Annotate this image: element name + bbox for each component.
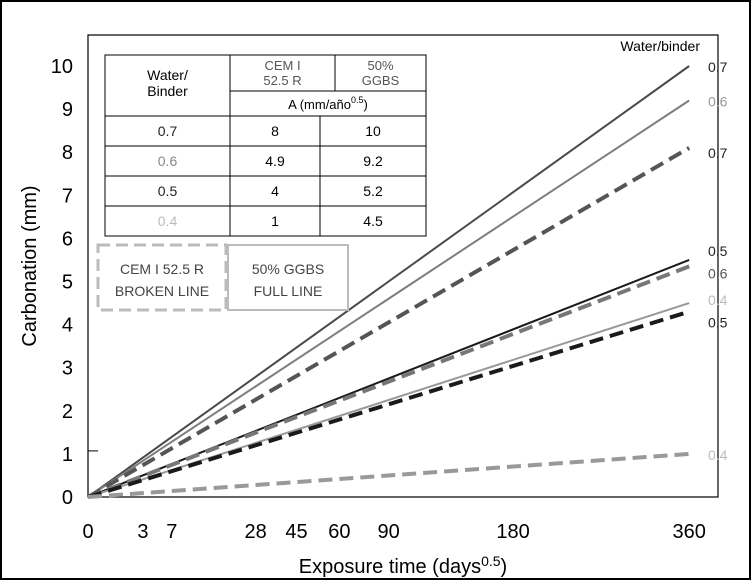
table-cell-ggbs: 5.2 — [363, 183, 383, 199]
y-tick-label: 2 — [62, 401, 73, 423]
series-line-cem-0-7 — [86, 146, 691, 499]
series-line-ggbs-0-7 — [87, 65, 690, 498]
table-header-cem: CEM I — [264, 58, 300, 73]
series-end-label: 0.4 — [708, 292, 728, 308]
series-end-label: 0.6 — [708, 93, 728, 109]
y-axis-label: Carbonation (mm) — [19, 185, 41, 346]
legend-full-line2: FULL LINE — [254, 283, 323, 299]
y-tick-label: 5 — [62, 272, 73, 294]
table-header-unit: A (mm/año0.5) — [288, 95, 368, 112]
table-cell-ggbs: 4.5 — [363, 213, 383, 229]
series-group — [86, 65, 691, 499]
series-line-ggbs-0-6 — [87, 99, 690, 498]
table-cell-cem: 8 — [271, 123, 279, 139]
x-tick-label: 360 — [672, 521, 705, 543]
y-tick-label: 8 — [62, 142, 73, 164]
y-tick-label: 3 — [62, 358, 73, 380]
line-style-legend: CEM I 52.5 R BROKEN LINE 50% GGBS FULL LINE — [96, 243, 349, 312]
series-end-label: 0.6 — [708, 265, 728, 281]
x-tick-label: 60 — [328, 521, 350, 543]
legend-full-box — [227, 244, 349, 311]
y-tick-label: 1 — [62, 444, 73, 466]
table-cell-cem: 4 — [271, 183, 279, 199]
x-tick-label: 3 — [137, 521, 148, 543]
series-end-label: 0.7 — [708, 59, 728, 75]
x-tick-label: 90 — [377, 521, 399, 543]
legend-dashed-line1: CEM I 52.5 R — [120, 261, 204, 277]
table-cell-wb: 0.5 — [158, 183, 178, 199]
series-end-label: 0.7 — [708, 145, 728, 161]
table-cell-cem: 1 — [271, 213, 279, 229]
end-labels-header: Water/binder — [620, 38, 700, 54]
y-tick-label: 7 — [62, 185, 73, 207]
y-tick-label: 4 — [62, 315, 73, 337]
table-header-wb: Water/ — [147, 67, 188, 83]
x-axis-label: Exposure time (days0.5) — [299, 553, 507, 578]
legend-dashed-line2: BROKEN LINE — [115, 283, 209, 299]
table-cell-wb: 0.6 — [158, 153, 178, 169]
table-cell-ggbs: 10 — [365, 123, 381, 139]
series-end-label: 0.5 — [708, 315, 728, 331]
x-tick-label: 28 — [245, 521, 267, 543]
y-tick-label: 9 — [62, 99, 73, 121]
table-cell-wb: 0.4 — [158, 213, 178, 229]
x-tick-label: 45 — [285, 521, 307, 543]
series-line-cem-0-4 — [87, 451, 690, 499]
inset-table: Water/Binder CEM I52.5 R 50%GGBS A (mm/año0… — [104, 54, 427, 237]
x-tick-label: 7 — [166, 521, 177, 543]
table-cell-cem: 4.9 — [265, 153, 285, 169]
series-end-label: 0.4 — [708, 447, 728, 463]
table-cell-wb: 0.7 — [158, 123, 178, 139]
y-tick-label: 10 — [51, 56, 73, 78]
series-end-label: 0.5 — [708, 243, 728, 259]
table-header-cem-2: 52.5 R — [263, 73, 301, 88]
x-tick-label: 0 — [82, 521, 93, 543]
plot-frame — [87, 34, 719, 498]
legend-full-line1: 50% GGBS — [252, 261, 324, 277]
y-tick-label: 0 — [62, 487, 73, 509]
legend-dashed-box — [96, 243, 228, 312]
table-cell-ggbs: 9.2 — [363, 153, 383, 169]
y-tick-label: 6 — [62, 228, 73, 250]
series-end-labels: Water/binder 0.7 0.6 0.7 0.5 0.6 0.4 0.5 0.4 — [620, 38, 727, 463]
table-header-ggbs-2: GGBS — [362, 73, 400, 88]
table-header-ggbs: 50% — [367, 58, 393, 73]
table-header-wb-2: Binder — [147, 83, 188, 99]
x-tick-label: 180 — [496, 521, 529, 543]
series-line-cem-0-6 — [87, 264, 690, 499]
